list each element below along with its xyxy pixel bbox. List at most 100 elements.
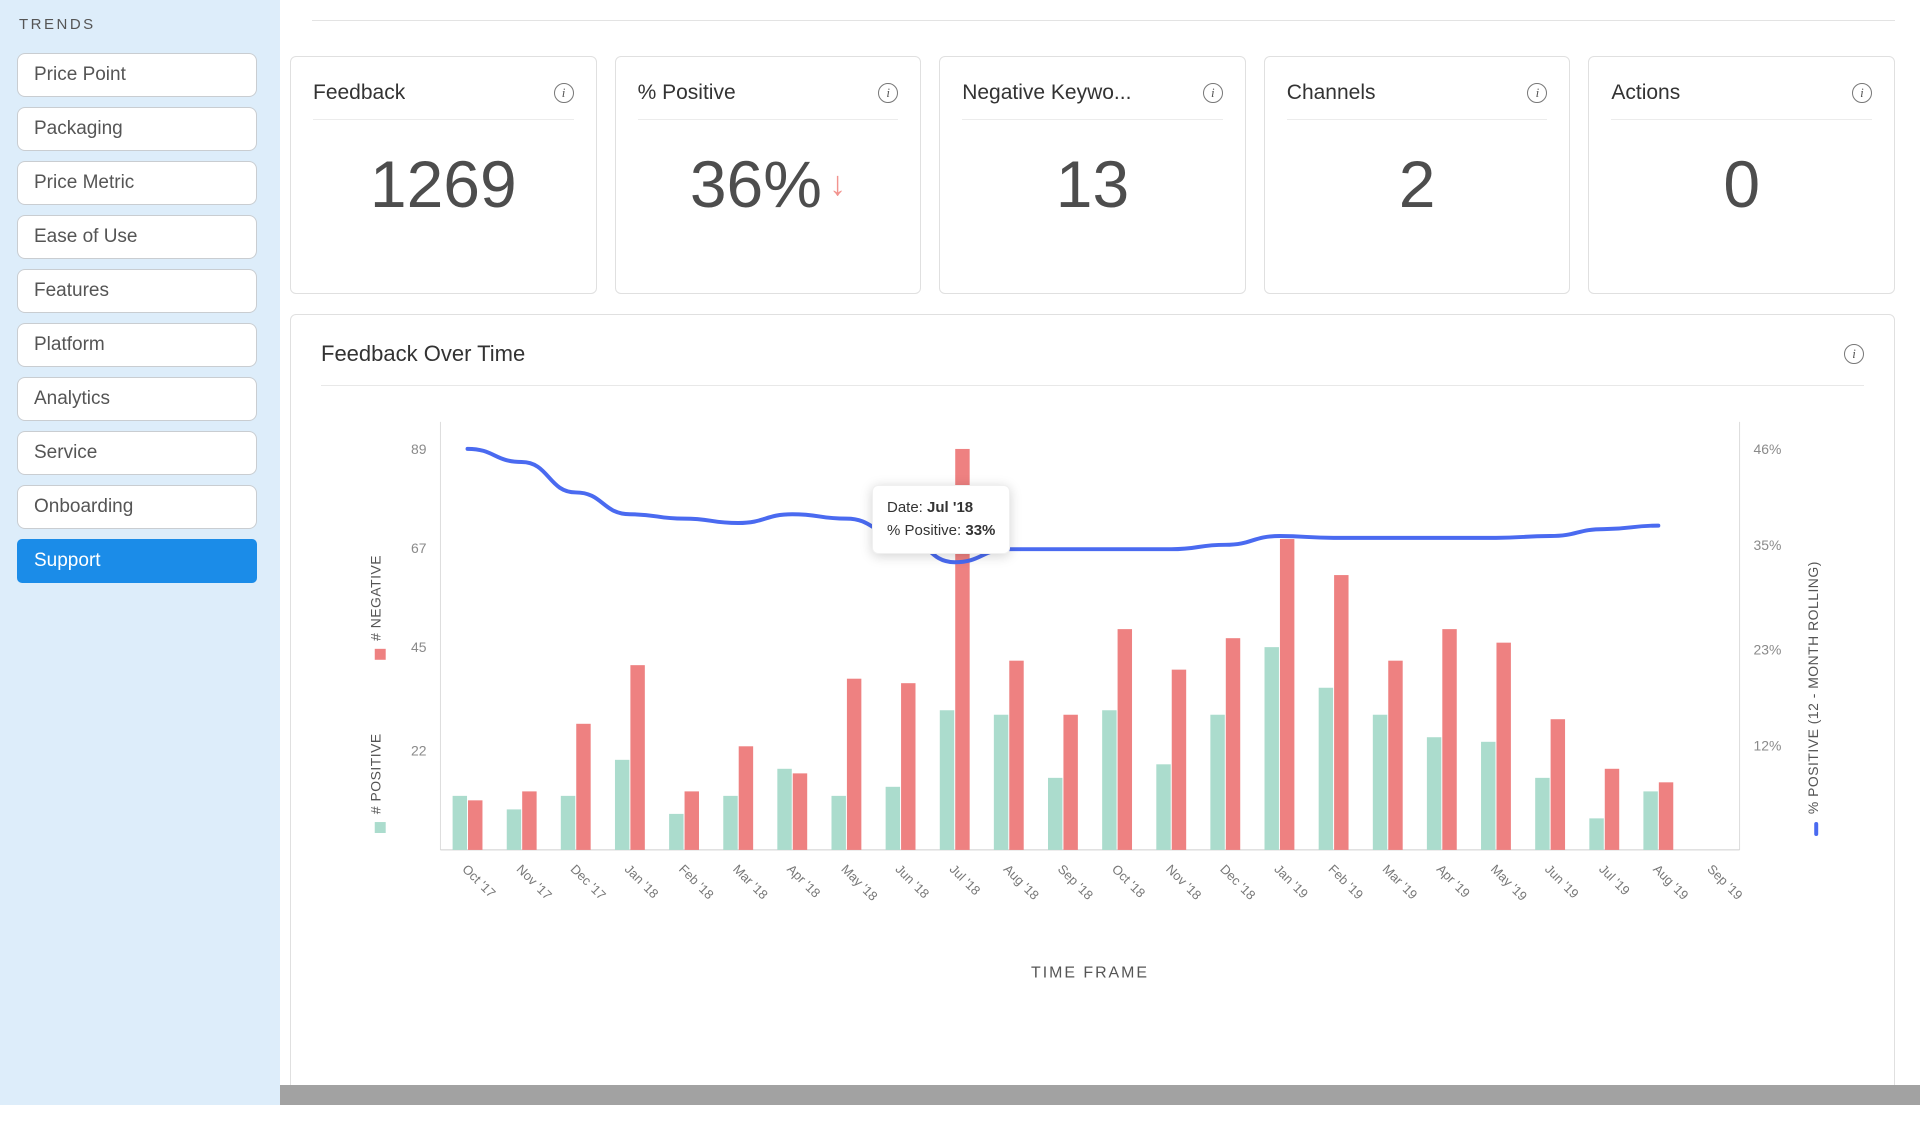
svg-text:May '18: May '18 [838, 861, 880, 903]
kpi-card-header: Feedback i [313, 57, 574, 120]
sidebar-item-ease-of-use[interactable]: Ease of Use [17, 215, 257, 259]
negative-legend-swatch [375, 649, 386, 660]
tooltip-date-value: Jul '18 [927, 499, 973, 516]
sidebar-item-platform[interactable]: Platform [17, 323, 257, 367]
sidebar-item-features[interactable]: Features [17, 269, 257, 313]
kpi-number: 13 [1056, 146, 1129, 222]
chart-area: 22 45 67 89 12% 23% 35% 46% Oct '17 Nov '17 Dec '1… [321, 392, 1864, 1029]
kpi-value: 13 [940, 146, 1245, 222]
info-icon[interactable]: i [1527, 83, 1547, 103]
svg-text:Mar '18: Mar '18 [730, 861, 771, 902]
kpi-card-channels: Channels i 2 [1264, 56, 1571, 294]
kpi-card-header: Actions i [1611, 57, 1872, 120]
positive-legend-swatch [375, 822, 386, 833]
chart-tooltip: Date: Jul '18 % Positive: 33% [872, 485, 1010, 554]
svg-text:Sep '18: Sep '18 [1055, 861, 1096, 902]
kpi-label: Feedback [313, 81, 405, 105]
svg-text:Jul '19: Jul '19 [1596, 861, 1633, 898]
info-icon[interactable]: i [1203, 83, 1223, 103]
svg-text:46%: 46% [1754, 441, 1782, 457]
svg-text:May '19: May '19 [1488, 861, 1530, 903]
kpi-number: 1269 [370, 146, 517, 222]
kpi-row: Feedback i 1269 % Positive i 36% ↓ Negat… [290, 56, 1895, 294]
bottom-bar [0, 1085, 1920, 1105]
main-content: Feedback i 1269 % Positive i 36% ↓ Negat… [280, 20, 1920, 1096]
svg-text:Sep '19: Sep '19 [1704, 861, 1745, 902]
kpi-value: 0 [1589, 146, 1894, 222]
kpi-number: 2 [1399, 146, 1436, 222]
info-icon[interactable]: i [554, 83, 574, 103]
sidebar-item-price-metric[interactable]: Price Metric [17, 161, 257, 205]
info-icon[interactable]: i [1844, 344, 1864, 364]
feedback-combo-chart[interactable]: 22 45 67 89 12% 23% 35% 46% Oct '17 Nov '17 Dec '1… [321, 392, 1864, 1029]
sidebar-item-onboarding[interactable]: Onboarding [17, 485, 257, 529]
line-legend-swatch [1814, 822, 1818, 836]
chart-header: Feedback Over Time i [291, 315, 1894, 367]
svg-text:67: 67 [411, 540, 427, 556]
kpi-label: Actions [1611, 81, 1680, 105]
tooltip-date-row: Date: Jul '18 [887, 496, 995, 519]
svg-text:TIME FRAME: TIME FRAME [1031, 964, 1149, 981]
sidebar-item-support[interactable]: Support [17, 539, 257, 583]
svg-text:Dec '17: Dec '17 [568, 861, 609, 902]
positive-rolling-line[interactable] [468, 449, 1659, 562]
svg-text:Nov '18: Nov '18 [1163, 861, 1204, 902]
tooltip-percent-row: % Positive: 33% [887, 519, 995, 542]
kpi-card-header: Negative Keywo... i [962, 57, 1223, 120]
chart-header-divider [321, 385, 1864, 386]
svg-text:Jan '19: Jan '19 [1271, 861, 1311, 901]
sidebar-item-analytics[interactable]: Analytics [17, 377, 257, 421]
svg-text:Jun '18: Jun '18 [892, 861, 932, 901]
kpi-value: 1269 [291, 146, 596, 222]
kpi-value: 36% ↓ [616, 146, 921, 222]
trend-down-arrow-icon: ↓ [829, 165, 846, 204]
svg-text:35%: 35% [1754, 537, 1782, 553]
kpi-value: 2 [1265, 146, 1570, 222]
svg-text:Apr '19: Apr '19 [1434, 861, 1473, 900]
svg-text:Oct '18: Oct '18 [1109, 861, 1148, 900]
left-axis-label-negative: # NEGATIVE [368, 555, 384, 641]
sidebar-item-packaging[interactable]: Packaging [17, 107, 257, 151]
left-axis-label-positive: # POSITIVE [368, 733, 384, 814]
top-divider [312, 20, 1895, 21]
feedback-over-time-card: Feedback Over Time i 22 45 67 89 12% 23% 35% 46… [290, 314, 1895, 1096]
chart-title: Feedback Over Time [321, 341, 525, 367]
svg-text:Feb '18: Feb '18 [676, 861, 717, 902]
svg-text:22: 22 [411, 743, 427, 759]
svg-text:23%: 23% [1754, 641, 1782, 657]
info-icon[interactable]: i [878, 83, 898, 103]
sidebar-title: TRENDS [19, 16, 280, 33]
kpi-label: Negative Keywo... [962, 81, 1131, 105]
svg-text:Jun '19: Jun '19 [1542, 861, 1582, 901]
tooltip-percent-label: % Positive: [887, 522, 961, 539]
kpi-number: 36% [690, 146, 822, 222]
svg-text:Jan '18: Jan '18 [622, 861, 662, 901]
tooltip-date-label: Date: [887, 499, 923, 516]
svg-text:Mar '19: Mar '19 [1380, 861, 1421, 902]
kpi-card-header: % Positive i [638, 57, 899, 120]
svg-text:Jul '18: Jul '18 [947, 861, 984, 898]
right-axis-label: % POSITIVE (12 - MONTH ROLLING) [1805, 561, 1821, 814]
info-icon[interactable]: i [1852, 83, 1872, 103]
kpi-card-percent-positive: % Positive i 36% ↓ [615, 56, 922, 294]
kpi-card-actions: Actions i 0 [1588, 56, 1895, 294]
svg-text:Aug '19: Aug '19 [1650, 861, 1691, 902]
kpi-number: 0 [1723, 146, 1760, 222]
kpi-card-feedback: Feedback i 1269 [290, 56, 597, 294]
svg-text:Nov '17: Nov '17 [514, 861, 555, 902]
kpi-label: % Positive [638, 81, 736, 105]
svg-text:Aug '18: Aug '18 [1001, 861, 1042, 902]
svg-text:89: 89 [411, 441, 427, 457]
sidebar-item-service[interactable]: Service [17, 431, 257, 475]
svg-text:Dec '18: Dec '18 [1217, 861, 1258, 902]
sidebar-item-price-point[interactable]: Price Point [17, 53, 257, 97]
kpi-card-header: Channels i [1287, 57, 1548, 120]
bars[interactable] [453, 449, 1674, 850]
svg-text:Feb '19: Feb '19 [1326, 861, 1367, 902]
kpi-card-negative-keywords: Negative Keywo... i 13 [939, 56, 1246, 294]
svg-text:12%: 12% [1754, 737, 1782, 753]
svg-text:Oct '17: Oct '17 [459, 861, 498, 900]
svg-text:Apr '18: Apr '18 [784, 861, 823, 900]
tooltip-percent-value: 33% [965, 522, 995, 539]
svg-text:45: 45 [411, 639, 427, 655]
